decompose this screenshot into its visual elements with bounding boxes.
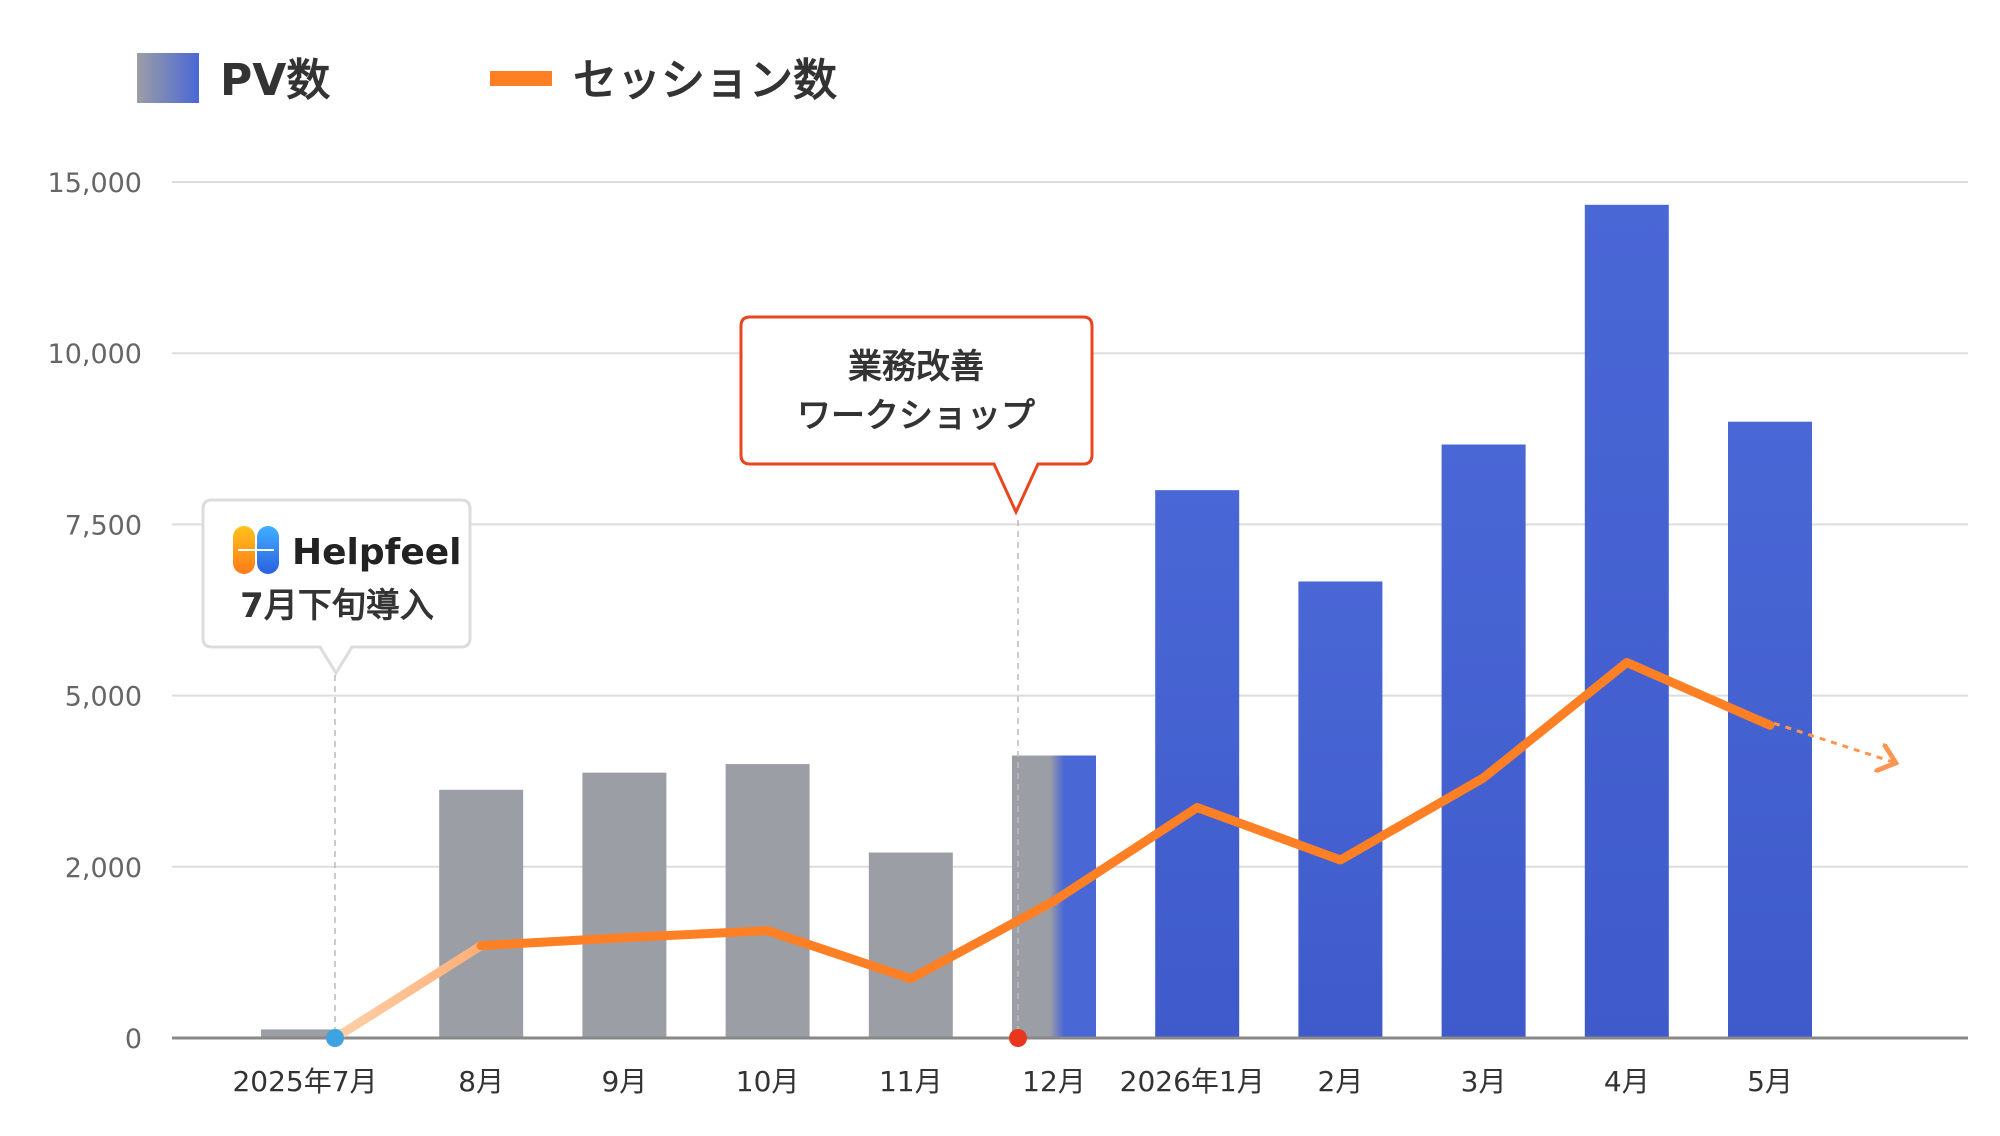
x-tick-label: 3月 [1461, 1065, 1507, 1098]
y-tick-label: 10,000 [48, 339, 142, 370]
x-axis-ticks: 2025年7月 8月 9月 10月 11月 12月 2026年1月 2月 3月 4月 5月 [232, 1065, 1792, 1098]
pv-bar [582, 772, 667, 1038]
y-tick-label: 7,500 [65, 510, 142, 541]
pv-bar [261, 1029, 345, 1038]
pv-bar [1298, 581, 1383, 1038]
pv-bar [868, 852, 953, 1038]
legend-session-label: セッション数 [573, 55, 837, 106]
legend-pv-label: PV数 [220, 55, 330, 106]
x-tick-label: 12月 [1022, 1065, 1086, 1098]
workshop-callout-box [739, 315, 1094, 516]
x-tick-label: 2月 [1317, 1065, 1363, 1098]
session-line-fade-segment [330, 941, 486, 1043]
y-tick-label: 0 [125, 1024, 142, 1055]
intro-marker [326, 1029, 344, 1047]
x-tick-label: 8月 [458, 1065, 504, 1098]
pv-bar [1441, 444, 1526, 1038]
workshop-line2: ワークショップ [797, 396, 1035, 436]
legend-session-swatch [490, 71, 552, 86]
helpfeel-callout: Helpfeel 7月下旬導入 [201, 498, 472, 676]
legend: PV数 セッション数 [137, 53, 837, 106]
trend-arrow [1773, 721, 1893, 762]
session-line [476, 658, 1775, 984]
legend-pv-swatch [137, 53, 199, 103]
pv-bar [1728, 421, 1812, 1038]
workshop-marker [1009, 1029, 1027, 1047]
x-tick-label: 10月 [736, 1065, 800, 1098]
y-tick-label: 15,000 [48, 168, 142, 199]
x-tick-label: 9月 [601, 1065, 647, 1098]
y-axis-ticks: 0 2,000 5,000 7,500 10,000 15,000 [48, 168, 142, 1055]
session-line-layer [330, 658, 1893, 1043]
pv-bar [1584, 204, 1669, 1038]
x-tick-label: 2025年7月 [232, 1065, 377, 1098]
helpfeel-brand: Helpfeel [292, 532, 462, 573]
helpfeel-logo-icon [233, 526, 279, 574]
y-tick-label: 2,000 [65, 853, 142, 884]
workshop-line1: 業務改善 [848, 347, 984, 387]
pv-bar [439, 789, 524, 1038]
pv-bar [725, 764, 810, 1038]
x-tick-label: 2026年1月 [1120, 1065, 1265, 1098]
y-tick-label: 5,000 [65, 682, 142, 713]
x-tick-label: 11月 [879, 1065, 943, 1098]
workshop-callout: 業務改善 ワークショップ [739, 315, 1094, 516]
pv-bar [1155, 490, 1240, 1038]
x-tick-label: 5月 [1747, 1065, 1793, 1098]
x-tick-label: 4月 [1604, 1065, 1650, 1098]
pv-bars [261, 204, 1812, 1038]
helpfeel-intro-text: 7月下旬導入 [240, 586, 434, 626]
